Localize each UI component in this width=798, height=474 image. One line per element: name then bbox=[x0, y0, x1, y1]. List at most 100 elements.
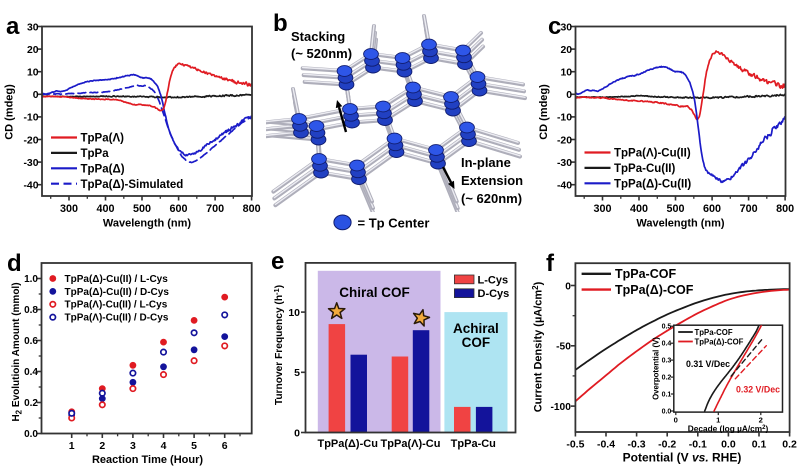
svg-text:(~ 620nm): (~ 620nm) bbox=[461, 191, 522, 206]
svg-text:20: 20 bbox=[560, 45, 572, 56]
svg-text:= Tp Center: = Tp Center bbox=[358, 215, 430, 230]
svg-text:1: 1 bbox=[716, 416, 721, 425]
svg-text:Decade (log µA/cm2): Decade (log µA/cm2) bbox=[688, 424, 769, 434]
svg-text:3: 3 bbox=[130, 440, 136, 452]
svg-text:-0.4: -0.4 bbox=[597, 439, 615, 451]
svg-text:(~ 520nm): (~ 520nm) bbox=[291, 46, 352, 61]
svg-text:TpPa(Λ)-Cu(II): TpPa(Λ)-Cu(II) bbox=[614, 148, 691, 160]
svg-text:-10: -10 bbox=[23, 113, 38, 124]
svg-text:CD (mdeg): CD (mdeg) bbox=[4, 84, 16, 140]
svg-text:0.0: 0.0 bbox=[662, 409, 672, 416]
svg-text:Turnover Frequency (h-1): Turnover Frequency (h-1) bbox=[272, 285, 285, 405]
svg-text:0: 0 bbox=[33, 90, 39, 101]
svg-text:TpPa(Δ)-Cu(II): TpPa(Δ)-Cu(II) bbox=[614, 179, 691, 191]
svg-text:5: 5 bbox=[294, 367, 300, 379]
svg-text:d: d bbox=[7, 250, 22, 277]
svg-text:500: 500 bbox=[667, 203, 685, 215]
svg-text:-20: -20 bbox=[557, 135, 572, 146]
svg-text:-50: -50 bbox=[556, 342, 571, 353]
svg-text:TpPa(Δ)-Simulated: TpPa(Δ)-Simulated bbox=[81, 179, 184, 191]
svg-text:2: 2 bbox=[99, 440, 105, 452]
svg-text:20: 20 bbox=[27, 45, 39, 56]
svg-text:TpPa-Cu(II): TpPa-Cu(II) bbox=[614, 163, 675, 175]
svg-text:f: f bbox=[546, 250, 555, 277]
svg-text:TpPa(Λ)-Cu(II) / D-Cys: TpPa(Λ)-Cu(II) / D-Cys bbox=[65, 313, 169, 324]
svg-text:Overpotential (V): Overpotential (V) bbox=[652, 337, 661, 400]
svg-text:-0.2: -0.2 bbox=[658, 439, 676, 451]
svg-text:0.31 V/Dec: 0.31 V/Dec bbox=[686, 359, 730, 369]
svg-text:Extension: Extension bbox=[461, 173, 523, 188]
svg-text:Wavelength (nm): Wavelength (nm) bbox=[636, 218, 725, 230]
svg-text:TpPa-Cu: TpPa-Cu bbox=[451, 438, 496, 450]
svg-text:In-plane: In-plane bbox=[461, 155, 511, 170]
svg-text:TpPa(Δ)-Cu: TpPa(Δ)-Cu bbox=[317, 438, 377, 450]
svg-text:TpPa(Λ)-Cu(II) / L-Cys: TpPa(Λ)-Cu(II) / L-Cys bbox=[65, 300, 168, 311]
svg-text:TpPa(Δ)-COF: TpPa(Δ)-COF bbox=[615, 283, 694, 297]
svg-text:30: 30 bbox=[27, 22, 39, 33]
svg-text:700: 700 bbox=[740, 203, 758, 215]
svg-text:600: 600 bbox=[703, 203, 721, 215]
svg-text:0.5: 0.5 bbox=[662, 324, 672, 331]
svg-text:800: 800 bbox=[243, 203, 261, 215]
svg-text:e: e bbox=[271, 248, 284, 275]
svg-text:-100: -100 bbox=[551, 402, 572, 413]
svg-text:4: 4 bbox=[161, 440, 167, 452]
svg-text:1.0: 1.0 bbox=[24, 274, 38, 285]
svg-text:700: 700 bbox=[206, 203, 224, 215]
svg-text:Potential (V vs. RHE): Potential (V vs. RHE) bbox=[623, 451, 742, 465]
svg-text:TpPa-COF: TpPa-COF bbox=[615, 267, 676, 281]
svg-text:0.2: 0.2 bbox=[662, 375, 672, 382]
svg-text:-10: -10 bbox=[557, 113, 572, 124]
svg-text:0: 0 bbox=[294, 427, 300, 439]
svg-text:TpPa: TpPa bbox=[81, 148, 110, 160]
svg-text:-40: -40 bbox=[23, 181, 38, 192]
svg-text:a: a bbox=[6, 13, 20, 40]
svg-text:Stacking: Stacking bbox=[291, 29, 345, 44]
svg-text:10: 10 bbox=[560, 68, 572, 79]
svg-text:c: c bbox=[548, 13, 561, 40]
svg-text:TpPa(Λ): TpPa(Λ) bbox=[81, 133, 125, 145]
svg-text:0.4: 0.4 bbox=[24, 367, 38, 378]
svg-text:b: b bbox=[273, 10, 288, 37]
svg-text:TpPa(Δ): TpPa(Δ) bbox=[81, 164, 125, 176]
svg-text:0.1: 0.1 bbox=[662, 392, 672, 399]
svg-text:800: 800 bbox=[776, 203, 794, 215]
svg-text:0.4: 0.4 bbox=[662, 341, 672, 348]
svg-text:L-Cys: L-Cys bbox=[478, 274, 509, 286]
svg-text:D-Cys: D-Cys bbox=[478, 288, 510, 300]
svg-text:-0.3: -0.3 bbox=[628, 439, 646, 451]
svg-text:0: 0 bbox=[674, 416, 678, 425]
svg-text:400: 400 bbox=[630, 203, 648, 215]
svg-text:TpPa(Δ)-COF: TpPa(Δ)-COF bbox=[695, 337, 744, 346]
svg-text:500: 500 bbox=[133, 203, 151, 215]
svg-text:1: 1 bbox=[69, 440, 75, 452]
svg-text:0.2: 0.2 bbox=[782, 439, 797, 451]
svg-text:0.3: 0.3 bbox=[662, 358, 672, 365]
svg-text:TpPa-COF: TpPa-COF bbox=[695, 328, 733, 337]
svg-text:10: 10 bbox=[27, 68, 39, 79]
svg-text:400: 400 bbox=[97, 203, 115, 215]
svg-text:-0.5: -0.5 bbox=[566, 439, 584, 451]
svg-text:300: 300 bbox=[593, 203, 611, 215]
svg-text:5: 5 bbox=[191, 440, 197, 452]
svg-text:TpPa(Λ)-Cu: TpPa(Λ)-Cu bbox=[381, 438, 441, 450]
svg-text:TpPa(Δ)-Cu(II) / L-Cys: TpPa(Δ)-Cu(II) / L-Cys bbox=[65, 274, 169, 285]
svg-text:600: 600 bbox=[170, 203, 188, 215]
svg-text:300: 300 bbox=[60, 203, 78, 215]
svg-text:Wavelength (nm): Wavelength (nm) bbox=[103, 218, 192, 230]
svg-text:0.0: 0.0 bbox=[721, 439, 736, 451]
svg-text:-0.1: -0.1 bbox=[689, 439, 707, 451]
svg-text:H2 Evolutioin Amount (mmol): H2 Evolutioin Amount (mmol) bbox=[11, 282, 24, 421]
svg-text:0.0: 0.0 bbox=[24, 429, 38, 440]
svg-text:0.8: 0.8 bbox=[24, 305, 38, 316]
svg-text:30: 30 bbox=[560, 22, 572, 33]
svg-text:0: 0 bbox=[565, 281, 571, 292]
svg-text:Achiral: Achiral bbox=[453, 321, 499, 336]
svg-text:0.32 V/Dec: 0.32 V/Dec bbox=[736, 385, 780, 395]
svg-text:-40: -40 bbox=[557, 181, 572, 192]
svg-text:10: 10 bbox=[288, 307, 300, 319]
svg-text:-20: -20 bbox=[23, 135, 38, 146]
svg-text:CD (mdeg): CD (mdeg) bbox=[538, 84, 550, 140]
svg-text:-30: -30 bbox=[557, 158, 572, 169]
svg-text:6: 6 bbox=[222, 440, 228, 452]
